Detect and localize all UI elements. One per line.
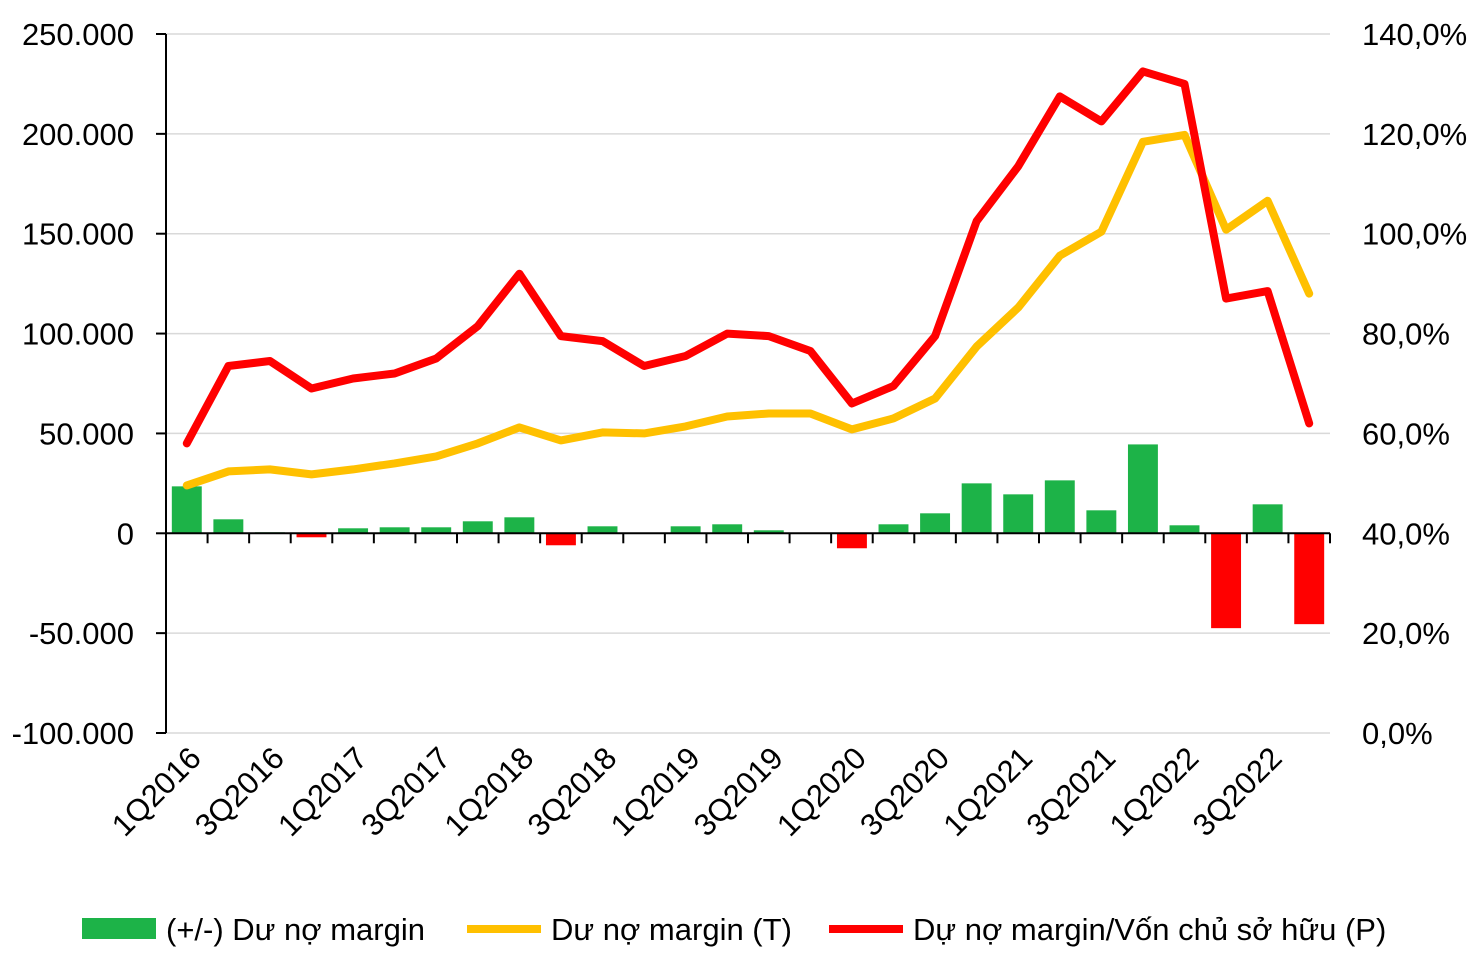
bar (1294, 533, 1325, 625)
right-axis-tick-label: 140,0% (1362, 17, 1467, 52)
x-axis-tick-label: 1Q2021 (936, 740, 1039, 843)
bar (171, 486, 202, 534)
right-axis-tick-label: 80,0% (1362, 317, 1450, 352)
x-axis-tick-label: 3Q2019 (687, 740, 790, 843)
x-axis-tick-label: 3Q2018 (521, 740, 624, 843)
x-axis-tick-label: 3Q2021 (1020, 740, 1123, 843)
x-axis-tick-label: 3Q2020 (853, 740, 956, 843)
bar (836, 533, 867, 549)
left-axis-tick-label: 250.000 (22, 17, 134, 52)
left-axis-tick-label: 150.000 (22, 217, 134, 252)
line-margin-debt (182, 130, 1314, 490)
left-axis-tick-label: 0 (117, 516, 134, 551)
legend: (+/-) Dư nợ margin Dư nợ margin (T) Dự n… (82, 912, 1386, 947)
right-axis-tick-label: 20,0% (1362, 616, 1450, 651)
right-axis-tick-label: 0,0% (1362, 716, 1433, 751)
left-axis-tick-label: 100.000 (22, 317, 134, 352)
left-axis-tick-label: -50.000 (29, 616, 134, 651)
bar (670, 526, 701, 534)
bar-series (171, 444, 1325, 629)
bar (587, 526, 618, 534)
right-axis-tick-label: 60,0% (1362, 416, 1450, 451)
x-axis-tick-label: 1Q2022 (1103, 740, 1206, 843)
bar (1003, 494, 1034, 534)
bar (712, 524, 743, 534)
left-axis-tick-label: 50.000 (39, 416, 134, 451)
x-axis-tick-label: 3Q2016 (188, 740, 291, 843)
x-axis-tick-label: 3Q2022 (1186, 740, 1289, 843)
x-axis-tick-label: 3Q2017 (354, 740, 457, 843)
x-axis-tick-label: 1Q2017 (271, 740, 374, 843)
bar (1169, 525, 1200, 534)
bar (421, 527, 452, 534)
bar (1211, 533, 1242, 629)
legend-label-bar: (+/-) Dư nợ margin (166, 912, 425, 947)
x-axis-ticks: 1Q20163Q20161Q20173Q20171Q20183Q20181Q20… (105, 740, 1289, 843)
left-axis-tick-label: 200.000 (22, 117, 134, 152)
bar (462, 521, 493, 534)
bar (296, 533, 327, 538)
right-axis-tick-label: 100,0% (1362, 217, 1467, 252)
bar (878, 524, 909, 534)
right-axis-ticks: 0,0% 20,0% 40,0% 60,0% 80,0% 100,0% 120,0% 140,… (1362, 17, 1467, 751)
bar (338, 528, 369, 534)
x-axis-tick-label: 1Q2019 (604, 740, 707, 843)
bar (1044, 480, 1075, 534)
legend-label-ratio-line: Dự nợ margin/Vốn chủ sở hữu (P) (913, 912, 1386, 947)
bar (961, 483, 992, 534)
right-axis-tick-label: 40,0% (1362, 516, 1450, 551)
line-series (182, 67, 1314, 490)
bar (1127, 444, 1158, 534)
line-margin-to-equity (182, 67, 1314, 448)
bar (920, 513, 951, 534)
right-axis-tick-label: 120,0% (1362, 117, 1467, 152)
x-axis-tick-label: 1Q2016 (105, 740, 208, 843)
x-axis-tick-label: 1Q2020 (770, 740, 873, 843)
axes (156, 33, 1331, 734)
bar (504, 517, 535, 534)
bar (545, 533, 576, 546)
x-axis-tick-label: 1Q2018 (438, 740, 541, 843)
left-axis-ticks: -100.000 -50.000 0 50.000 100.000 150.000 200.… (12, 17, 134, 751)
gridlines (166, 33, 1330, 734)
bar (1086, 510, 1117, 534)
left-axis-tick-label: -100.000 (12, 716, 134, 751)
legend-label-margin-line: Dư nợ margin (T) (551, 912, 792, 947)
bar (379, 527, 410, 534)
bar (753, 530, 784, 534)
bar (1252, 504, 1283, 534)
legend-swatch-bar (82, 918, 156, 939)
bar (213, 519, 244, 534)
